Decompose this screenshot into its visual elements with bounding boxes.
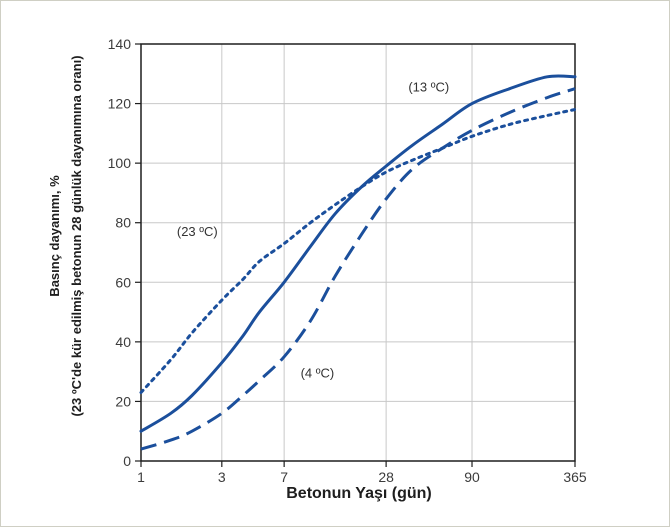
x-tick-label: 1: [137, 469, 145, 485]
series-line-dotted: [139, 108, 577, 394]
annotations: (13 ºC) (23 ºC) (4 ºC): [177, 80, 449, 381]
x-tick-label: 3: [218, 469, 226, 485]
y-axis-title-line1: Basınç dayanımı, %: [47, 175, 62, 297]
y-tick-label: 140: [108, 36, 132, 52]
x-tick-label: 90: [464, 469, 480, 485]
x-tick-label: 365: [563, 469, 587, 485]
plot-border: [140, 43, 576, 462]
series-line-solid: [139, 74, 577, 433]
y-tick-label: 0: [123, 453, 131, 469]
series-group: [139, 74, 577, 451]
temperature-label: (13 ºC): [408, 80, 449, 95]
x-tick-label: 7: [280, 469, 288, 485]
y-tick-label: 60: [115, 274, 131, 290]
temperature-label: (23 ºC): [177, 224, 218, 239]
series-line-dashed: [140, 87, 576, 451]
grid: [140, 43, 576, 462]
x-tick-label: 28: [378, 469, 394, 485]
y-tick-label: 80: [115, 215, 131, 231]
temperature-label: (4 ºC): [301, 366, 335, 381]
y-tick-label: 120: [108, 96, 132, 112]
y-axis-title-line2: (23 ºC'de kür edilmiş betonun 28 günlük …: [69, 55, 84, 416]
y-tick-label: 40: [115, 334, 131, 350]
x-axis-title: Betonun Yaşı (gün): [286, 485, 431, 502]
y-tick-label: 20: [115, 393, 131, 409]
y-tick-label: 100: [108, 155, 132, 171]
y-axis: 0 20 40 60 80 100 120 140: [108, 36, 141, 469]
x-axis: 1 3 7 28 90 365: [137, 461, 587, 485]
